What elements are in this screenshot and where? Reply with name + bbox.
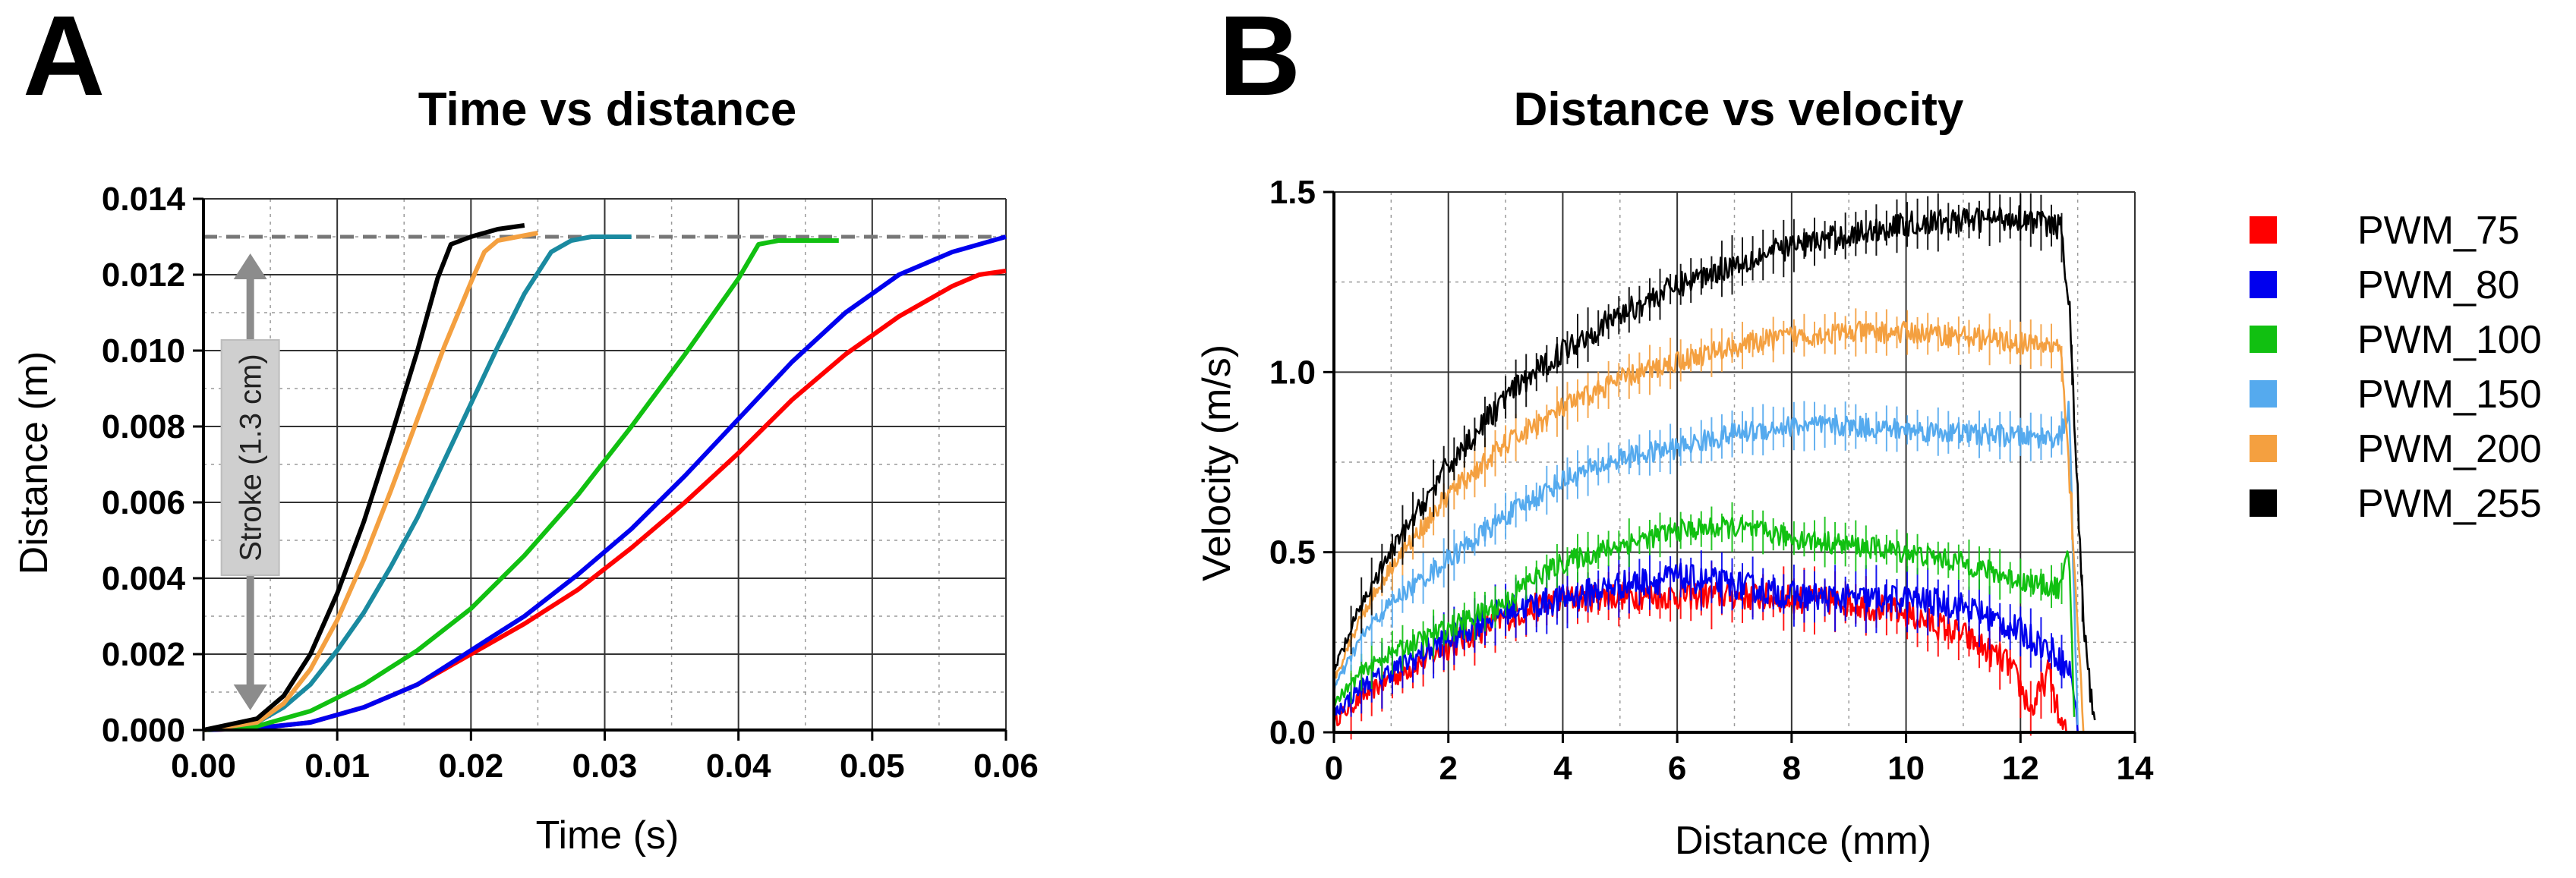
- panel-a-letter: A: [23, 0, 105, 119]
- series-line-PWM_80: [1332, 562, 2079, 733]
- series-line-3: [203, 234, 632, 732]
- x-tick-label: 14: [2117, 750, 2154, 787]
- series-line-2: [203, 238, 839, 732]
- legend-swatch-PWM_80: [2250, 271, 2277, 298]
- x-tick-label: 12: [2002, 750, 2039, 787]
- legend-label-PWM_255: PWM_255: [2357, 482, 2542, 526]
- series-errorbars-PWM_255: [1350, 192, 2083, 654]
- x-tick-label: 0.01: [304, 747, 370, 785]
- series-line-PWM_255: [1333, 205, 2096, 721]
- x-tick-label: 0.04: [706, 747, 771, 785]
- x-tick-label: 0: [1325, 750, 1343, 787]
- legend-swatch-PWM_150: [2250, 380, 2277, 408]
- series-errorbars-PWM_100: [1350, 502, 2063, 703]
- stroke-annotation-arrowhead-top: [233, 253, 267, 279]
- legend-label-PWM_80: PWM_80: [2357, 263, 2520, 307]
- y-tick-label: 0.010: [102, 332, 185, 370]
- chart-a-plot: 0.00 0.01 0.02 0.03 0.04 0.05 0.06 0.000 0.002 0.…: [102, 181, 1039, 785]
- x-tick-label: 6: [1668, 750, 1686, 787]
- x-tick-label: 0.05: [840, 747, 905, 785]
- series-line-5: [203, 223, 525, 732]
- x-tick-label: 0.06: [973, 747, 1039, 785]
- series-line-4: [203, 231, 538, 732]
- legend-label-PWM_100: PWM_100: [2357, 318, 2542, 362]
- y-tick-label: 0.0: [1269, 714, 1316, 751]
- x-tick-label: 0.02: [439, 747, 504, 785]
- series-line-PWM_100: [1332, 516, 2076, 717]
- x-tick-label: 10: [1887, 750, 1925, 787]
- legend-label-PWM_150: PWM_150: [2357, 373, 2542, 417]
- series-line-1: [203, 234, 1007, 732]
- y-tick-label: 0.000: [102, 712, 185, 749]
- stroke-annotation-arrowhead-bottom: [233, 684, 267, 710]
- chart-b-legend: PWM_75 PWM_80 PWM_100 PWM_150 PWM_200 PWM_255: [2250, 209, 2542, 526]
- chart-a-title: Time vs distance: [418, 83, 797, 136]
- y-tick-label: 0.006: [102, 484, 185, 521]
- chart-b-title: Distance vs velocity: [1514, 83, 1964, 136]
- legend-swatch-PWM_100: [2250, 326, 2277, 353]
- x-tick-label: 4: [1553, 750, 1572, 787]
- legend-swatch-PWM_200: [2250, 435, 2277, 462]
- legend-label-PWM_200: PWM_200: [2357, 427, 2542, 471]
- chart-b-plot: 0 2 4 6 8 10 12 14 0.0 0.5 1.0 1.5: [1269, 174, 2154, 787]
- x-tick-label: 0.03: [572, 747, 638, 785]
- y-tick-label: 1.5: [1269, 174, 1316, 211]
- y-tick-label: 0.002: [102, 636, 185, 673]
- x-tick-label: 2: [1439, 750, 1457, 787]
- x-tick-label: 8: [1783, 750, 1801, 787]
- legend-label-PWM_75: PWM_75: [2357, 209, 2520, 253]
- y-tick-label: 0.012: [102, 256, 185, 294]
- y-tick-label: 0.008: [102, 408, 185, 445]
- chart-b-ylabel: Velocity (m/s): [1195, 345, 1239, 581]
- y-tick-label: 0.004: [102, 560, 186, 597]
- x-tick-label: 0.00: [171, 747, 236, 785]
- y-tick-label: 1.0: [1269, 354, 1316, 391]
- legend-swatch-PWM_75: [2250, 216, 2277, 244]
- stroke-annotation-text: Stroke (1.3 cm): [235, 354, 268, 561]
- y-tick-label: 0.5: [1269, 534, 1316, 571]
- y-tick-label: 0.014: [102, 181, 186, 218]
- chart-a-ylabel: Distance (m): [12, 351, 56, 575]
- series-line-PWM_150: [1332, 401, 2079, 725]
- chart-a-xlabel: Time (s): [536, 813, 679, 858]
- panel-b-letter: B: [1219, 0, 1301, 119]
- legend-swatch-PWM_255: [2250, 489, 2277, 517]
- chart-b-xlabel: Distance (mm): [1675, 819, 1931, 863]
- series-errorbars-PWM_150: [1350, 401, 2063, 671]
- stroke-annotation-box: [220, 339, 280, 576]
